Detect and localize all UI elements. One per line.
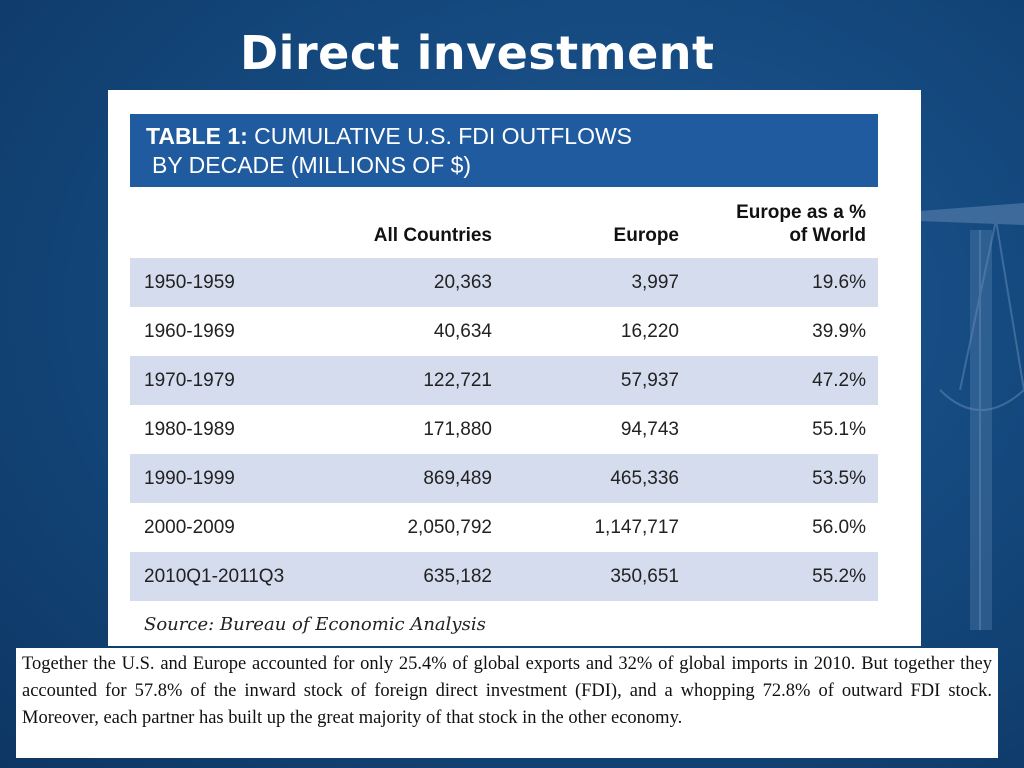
table-column-headers: All Countries Europe Europe as a % of Wo…: [130, 198, 878, 253]
cell-decade: 1950-1959: [144, 272, 235, 293]
header-europe-pct: Europe as a % of World: [736, 201, 866, 247]
table-row: 1980-1989 171,880 94,743 55.1%: [130, 405, 878, 454]
cell-europe-pct: 39.9%: [812, 321, 866, 342]
table-source: Source: Bureau of Economic Analysis: [144, 614, 486, 635]
cell-europe: 1,147,717: [594, 517, 679, 538]
cell-europe-pct: 56.0%: [812, 517, 866, 538]
table-row: 2000-2009 2,050,792 1,147,717 56.0%: [130, 503, 878, 552]
scales-of-justice-icon: [919, 202, 1024, 630]
cell-all-countries: 171,880: [423, 419, 492, 440]
cell-europe: 350,651: [610, 566, 679, 587]
cell-europe-pct: 47.2%: [812, 370, 866, 391]
cell-europe: 57,937: [620, 370, 679, 391]
table-title-label: TABLE 1:: [146, 123, 248, 149]
cell-europe: 94,743: [620, 419, 679, 440]
fdi-table-card: TABLE 1: CUMULATIVE U.S. FDI OUTFLOWS BY…: [108, 90, 921, 646]
cell-all-countries: 869,489: [423, 468, 492, 489]
cell-all-countries: 635,182: [423, 566, 492, 587]
cell-all-countries: 20,363: [433, 272, 492, 293]
cell-all-countries: 40,634: [433, 321, 492, 342]
cell-all-countries: 2,050,792: [407, 517, 492, 538]
cell-europe-pct: 55.1%: [812, 419, 866, 440]
table-row: 1990-1999 869,489 465,336 53.5%: [130, 454, 878, 503]
header-europe-pct-line1: Europe as a %: [736, 202, 866, 223]
cell-europe-pct: 53.5%: [812, 468, 866, 489]
table-title-line2: BY DECADE (MILLIONS OF $): [152, 152, 472, 178]
cell-decade: 2000-2009: [144, 517, 235, 538]
cell-decade: 2010Q1-2011Q3: [144, 566, 285, 587]
cell-europe: 465,336: [610, 468, 679, 489]
cell-europe-pct: 55.2%: [812, 566, 866, 587]
cell-europe: 3,997: [631, 272, 679, 293]
table-row: 1960-1969 40,634 16,220 39.9%: [130, 307, 878, 356]
header-europe: Europe: [613, 225, 679, 246]
header-europe-pct-line2: of World: [789, 225, 866, 246]
slide-title: Direct investment: [240, 26, 715, 80]
summary-paragraph: Together the U.S. and Europe accounted f…: [16, 648, 998, 758]
cell-all-countries: 122,721: [423, 370, 492, 391]
cell-decade: 1970-1979: [144, 370, 235, 391]
table-title-bar: TABLE 1: CUMULATIVE U.S. FDI OUTFLOWS BY…: [130, 114, 878, 187]
cell-decade: 1980-1989: [144, 419, 235, 440]
table-body: 1950-1959 20,363 3,997 19.6% 1960-1969 4…: [130, 258, 878, 601]
table-row: 1950-1959 20,363 3,997 19.6%: [130, 258, 878, 307]
table-row: 2010Q1-2011Q3 635,182 350,651 55.2%: [130, 552, 878, 601]
cell-decade: 1960-1969: [144, 321, 235, 342]
table-row: 1970-1979 122,721 57,937 47.2%: [130, 356, 878, 405]
cell-decade: 1990-1999: [144, 468, 235, 489]
cell-europe: 16,220: [620, 321, 679, 342]
header-all-countries: All Countries: [373, 225, 492, 246]
cell-europe-pct: 19.6%: [812, 272, 866, 293]
table-title-text: CUMULATIVE U.S. FDI OUTFLOWS: [247, 123, 633, 149]
